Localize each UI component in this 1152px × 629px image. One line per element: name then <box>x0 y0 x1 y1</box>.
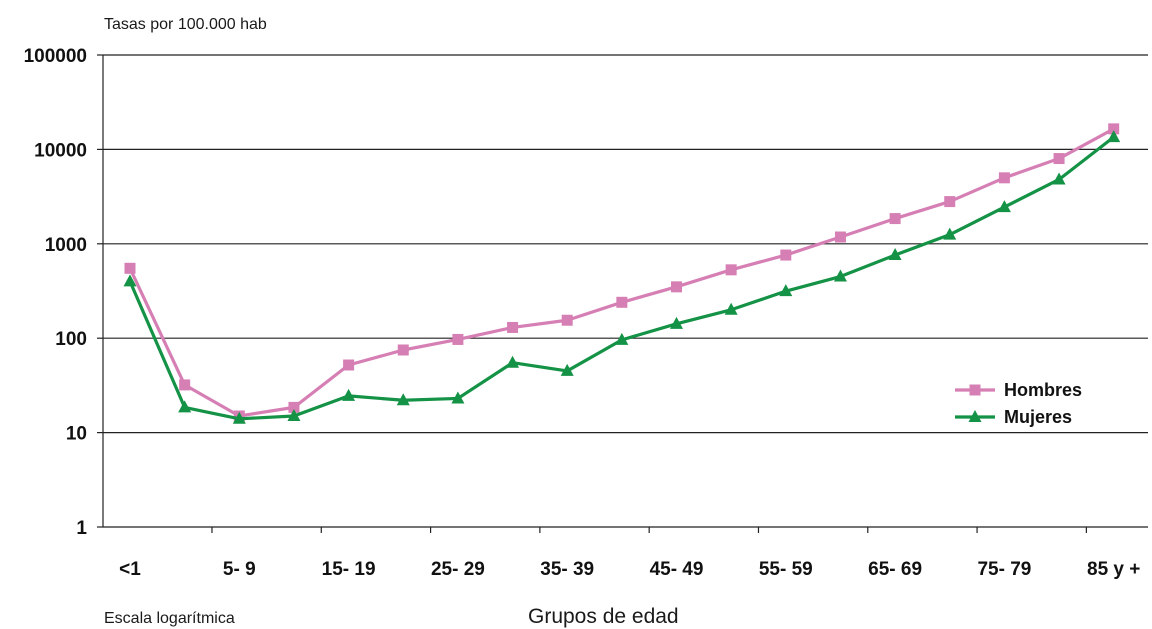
data-point <box>179 379 191 391</box>
data-point <box>560 363 574 376</box>
data-point <box>724 302 738 315</box>
data-point <box>506 355 520 368</box>
legend-label: Hombres <box>1004 380 1082 400</box>
y-tick-label: 1 <box>76 518 87 539</box>
x-tick-label: <1 <box>119 559 141 580</box>
x-tick-label: 85 y + <box>1087 559 1140 580</box>
data-point <box>616 296 628 308</box>
scale-note: Escala logarítmica <box>104 610 235 627</box>
data-point <box>997 200 1011 213</box>
data-point <box>397 344 409 356</box>
data-point <box>833 269 847 282</box>
y-tick-label: 1000 <box>45 235 87 256</box>
data-point <box>671 281 682 293</box>
data-point <box>943 227 957 240</box>
data-point <box>1053 153 1065 165</box>
y-tick-label: 100 <box>55 329 87 350</box>
y-tick-label: 10000 <box>34 140 87 161</box>
x-tick-label: 5- 9 <box>223 559 256 580</box>
x-tick-label: 35- 39 <box>540 559 594 580</box>
y-tick-label: 100000 <box>24 46 87 67</box>
data-point <box>396 393 410 406</box>
x-tick-label: 75- 79 <box>977 559 1031 580</box>
data-point <box>288 401 300 413</box>
data-point <box>451 391 465 404</box>
x-tick-label: 55- 59 <box>759 559 813 580</box>
x-tick-label: 25- 29 <box>431 559 485 580</box>
legend-marker <box>969 384 981 396</box>
data-point <box>834 231 846 243</box>
data-point <box>343 359 355 371</box>
x-axis-title: Grupos de edad <box>528 605 679 628</box>
data-point <box>124 262 136 274</box>
data-point <box>1052 172 1066 185</box>
series-line-mujeres <box>128 135 1115 421</box>
legend-label: Mujeres <box>1004 407 1072 427</box>
legend-marker <box>968 410 982 422</box>
data-point <box>1108 123 1120 135</box>
x-tick-label: 65- 69 <box>868 559 922 580</box>
data-point <box>725 264 737 276</box>
data-point <box>561 314 573 326</box>
data-point <box>232 411 246 424</box>
data-point <box>452 333 464 345</box>
series-line-hombres <box>128 127 1115 418</box>
data-point <box>615 332 629 345</box>
y-axis-title: Tasas por 100.000 hab <box>104 16 267 33</box>
legend: Hombres Mujeres <box>955 380 1082 427</box>
data-point <box>889 213 901 225</box>
x-tick-label: 15- 19 <box>322 559 376 580</box>
data-point <box>998 172 1010 184</box>
data-point <box>507 321 519 333</box>
y-tick-label: 10 <box>66 424 87 445</box>
data-point <box>287 408 301 421</box>
data-point <box>780 249 792 261</box>
data-point <box>779 284 793 297</box>
x-tick-label: 45- 49 <box>650 559 704 580</box>
data-point <box>1107 130 1121 143</box>
data-point <box>670 316 683 329</box>
data-point <box>178 400 192 413</box>
data-point <box>944 196 956 208</box>
data-point <box>123 274 137 287</box>
data-point <box>342 388 356 401</box>
data-point <box>888 248 902 261</box>
